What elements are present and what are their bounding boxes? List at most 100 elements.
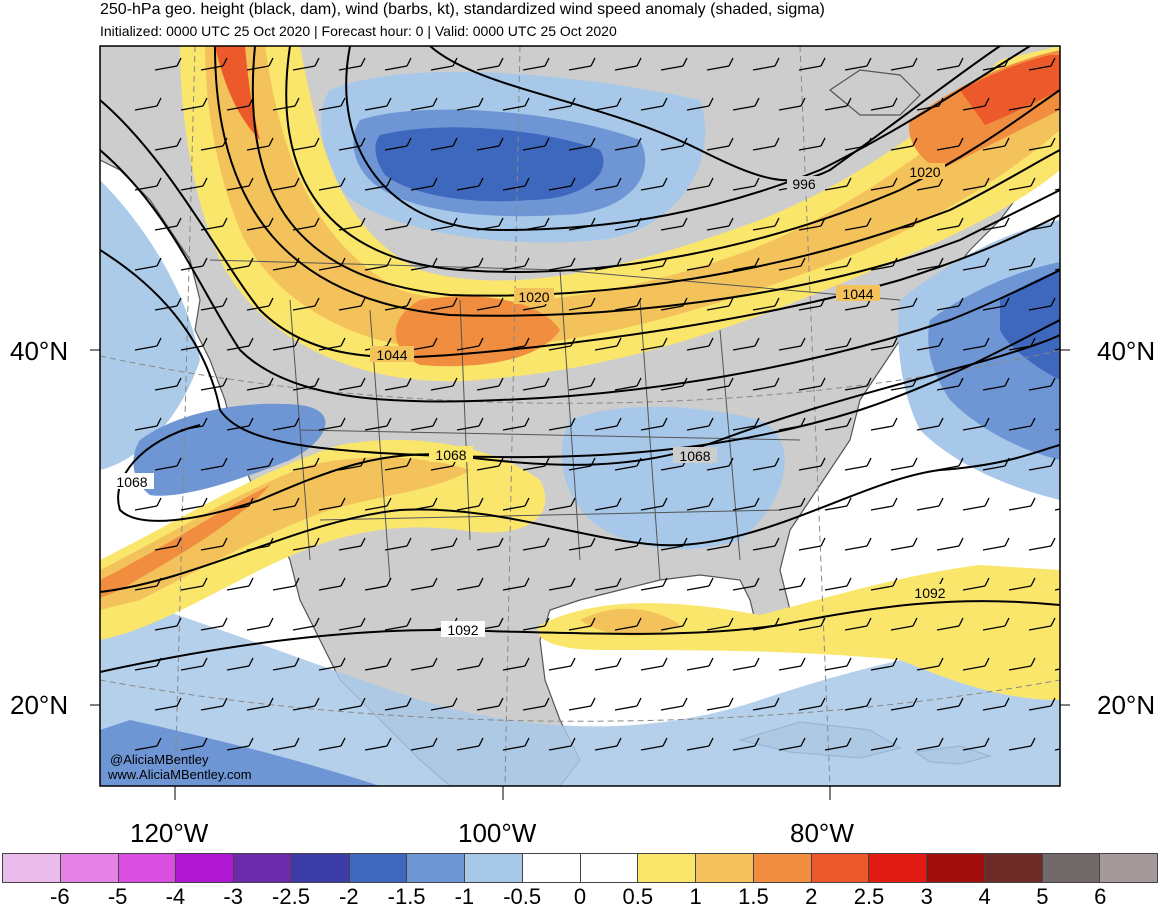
wind-barb-feather [820,377,826,387]
wind-barb-shaft [568,705,592,711]
wind-barb-feather [202,737,208,747]
wind-barb-shaft [522,305,546,311]
wind-barb-feather [1004,457,1010,467]
wind-barb-shaft [154,385,178,391]
wind-barb-shaft [614,705,638,711]
wind-barb-feather [708,657,714,667]
wind-barb-feather [820,297,826,307]
wind-barb-feather [268,697,274,707]
wind-barb-shaft [686,105,710,111]
wind-barb-feather [754,497,760,507]
wind-barb-shaft [1054,428,1060,431]
wind-barb-shaft [778,585,802,591]
wind-barb-feather [222,377,228,387]
wind-barb-feather [478,417,484,427]
wind-barb-feather [616,737,622,747]
wind-barb-shaft [384,65,408,71]
lat-label-20n-right: 20°N [1097,690,1156,720]
wind-barb-shaft [640,425,664,431]
wind-barb-shaft [870,425,894,431]
wind-barb-feather [1097,138,1101,146]
wind-barb-feather [222,697,228,707]
wind-barb-shaft [870,105,894,111]
wind-barb-feather [156,417,162,427]
wind-barb-feather [386,257,392,267]
map-subtitle: Initialized: 0000 UTC 25 Oct 2020 | Fore… [100,23,617,39]
wind-barb-shaft [844,145,868,151]
contour-label: 1044 [842,286,873,302]
colorbar-labels: -6 -5 -4 -3 -2.5 -2 -1.5 -1 -0.5 0 0.5 1 1.5 2 2.5 3 4 5 6 [0,884,1160,910]
wind-barb-shaft [568,545,592,551]
wind-barb-shaft [752,385,776,391]
wind-barb-feather [202,417,208,427]
colorbar-swatch [59,853,119,883]
wind-barb-shaft [246,705,270,711]
wind-barb-shaft [1075,226,1097,230]
wind-barb-shaft [798,545,822,551]
wind-barb-feather [682,377,688,387]
wind-barb-shaft [430,225,454,231]
colorbar-label: 2 [805,884,818,909]
wind-barb-feather [360,297,366,307]
wind-barb-shaft [640,345,664,351]
wind-barb-feather [774,297,780,307]
wind-barb-shaft [200,305,224,311]
wind-barb-shaft [916,745,940,751]
wind-barb-feather [202,177,208,187]
wind-barb-shaft [180,185,204,191]
wind-barb-shaft [134,105,158,111]
wind-barb-feather [360,137,366,147]
wind-barb-shaft [568,625,592,631]
wind-barb-shaft [134,505,158,511]
wind-barb-shaft [522,145,546,151]
wind-barb-feather [912,457,918,467]
wind-barb-shaft [962,585,986,591]
wind-barb-feather [590,217,596,227]
wind-barb-feather [728,297,734,307]
wind-barb-shaft [1028,65,1052,71]
wind-barb-shaft [732,185,756,191]
wind-barb-feather [498,217,504,227]
lat-label-20n-left: 20°N [10,690,69,720]
wind-barb-feather [1050,537,1056,547]
wind-barb-feather [1004,297,1010,307]
wind-barb-feather [314,377,320,387]
wind-barb-feather [662,177,668,187]
wind-barb-shaft [778,505,802,511]
wind-barb-feather [938,97,944,107]
wind-barb-shaft [1075,626,1097,630]
wind-barb-shaft [430,145,454,151]
wind-barb-shaft [640,265,664,271]
wind-barb-feather [294,657,300,667]
wind-barb-shaft [338,225,362,231]
wind-barb-feather [452,217,458,227]
wind-barb-feather [386,337,392,347]
wind-barb-feather [360,377,366,387]
wind-barb-shaft [916,265,940,271]
wind-barb-shaft [962,425,986,431]
credit-website[interactable]: www.AliciaMBentley.com [108,767,252,782]
colorbar-label: 0.5 [622,884,654,909]
wind-barb-shaft [272,265,296,271]
wind-barb-shaft [318,185,342,191]
wind-barb-shaft [318,425,342,431]
colorbar-label: 1.5 [738,884,769,909]
colorbar-swatch [1041,853,1101,883]
wind-barb-feather [662,417,668,427]
wind-barb-feather [202,97,208,107]
wind-barb-shaft [180,265,204,271]
wind-barb-feather [202,337,208,347]
wind-barb-feather [590,57,596,67]
wind-barb-feather [1097,298,1101,306]
contour-label: 1092 [914,585,945,601]
wind-barb-shaft [752,225,776,231]
wind-barb-shaft [410,105,434,111]
colorbar-label: 1 [689,884,702,909]
wind-barb-shaft [916,185,940,191]
colorbar-swatch [348,853,408,883]
wind-barb-shaft [778,105,802,111]
colorbar-label: -4 [165,884,186,909]
wind-barb-feather [662,337,668,347]
wind-barb-feather [432,577,438,587]
wind-barb-feather [314,617,320,627]
